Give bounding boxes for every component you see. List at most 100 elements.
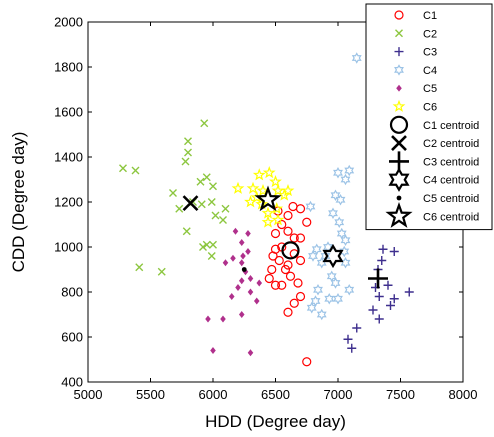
- data-point: [295, 255, 306, 266]
- legend-item: C6 centroid: [385, 202, 479, 228]
- legend-label: C2: [423, 28, 437, 40]
- y-tick-label: 1800: [54, 60, 83, 75]
- x-tick-label: 5500: [136, 387, 165, 402]
- legend-marker: [385, 202, 413, 228]
- data-point: [268, 251, 278, 261]
- data-point: [261, 215, 275, 228]
- legend-label: C2 centroid: [423, 138, 479, 150]
- data-point: [199, 243, 207, 251]
- data-point: [157, 267, 166, 276]
- legend-item: C4: [394, 64, 437, 77]
- data-point: [389, 294, 399, 304]
- data-point: [209, 240, 217, 249]
- data-point: [271, 213, 285, 226]
- legend-marker: [391, 135, 407, 152]
- data-point: [308, 250, 318, 262]
- data-point: [181, 157, 190, 166]
- axes: 5000 5500 6000 6500 7000 7500 8000 400 600 800 100…: [54, 15, 477, 403]
- data-point: [280, 264, 291, 275]
- data-point: [247, 275, 254, 282]
- series-c1: [264, 201, 312, 367]
- centroid-marker: [368, 268, 388, 289]
- legend-label: C3 centroid: [423, 156, 479, 168]
- legend-box: [365, 3, 493, 231]
- data-point: [285, 271, 296, 281]
- legend-item: C2 centroid: [391, 135, 479, 152]
- legend-marker: [394, 64, 404, 76]
- data-point: [131, 166, 140, 175]
- legend-marker: [388, 167, 410, 192]
- x-tick-label: 6000: [199, 387, 228, 402]
- legend-label: C1 centroid: [423, 120, 479, 132]
- x-tick-label: 8000: [449, 387, 478, 402]
- data-point: [383, 280, 393, 290]
- data-point: [274, 255, 284, 266]
- data-point: [135, 263, 144, 272]
- data-point: [277, 219, 287, 230]
- x-tick-label: 7500: [386, 387, 415, 402]
- data-point: [235, 284, 241, 291]
- data-point: [219, 216, 227, 224]
- data-point: [295, 233, 306, 243]
- data-point: [245, 230, 251, 237]
- data-point: [244, 195, 257, 208]
- data-point: [316, 308, 327, 321]
- data-point: [264, 273, 274, 284]
- data-point: [305, 200, 316, 213]
- x-tick-label: 5000: [74, 387, 103, 402]
- data-point: [344, 164, 355, 177]
- data-point: [262, 166, 276, 179]
- series-c6: [231, 166, 295, 228]
- x-axis-title: HDD (Degree day): [205, 412, 346, 431]
- data-point: [340, 234, 351, 246]
- legend-marker: [392, 99, 406, 112]
- series-c1-centroid: [281, 241, 300, 260]
- data-point: [313, 284, 323, 296]
- data-point: [270, 280, 281, 290]
- legend-marker: [396, 195, 402, 201]
- legend-label: C4 centroid: [423, 175, 479, 187]
- legend-label: C5: [423, 83, 437, 95]
- legend-label: C6: [423, 102, 437, 114]
- data-point: [169, 189, 177, 197]
- centroid-marker: [322, 243, 344, 269]
- data-point: [343, 334, 353, 344]
- data-point: [368, 305, 378, 315]
- data-point: [202, 240, 211, 249]
- legend-item: C5 centroid: [396, 193, 479, 205]
- legend-item: C2: [395, 28, 437, 40]
- data-point: [378, 244, 388, 254]
- legend-item: C1: [394, 10, 437, 22]
- data-point: [246, 181, 260, 194]
- centroid-marker: [254, 185, 282, 212]
- data-point: [302, 357, 312, 367]
- data-point: [238, 311, 245, 318]
- data-point: [351, 52, 362, 64]
- data-point: [221, 204, 230, 213]
- data-point: [352, 323, 362, 333]
- data-point: [238, 239, 245, 246]
- data-point: [211, 211, 220, 220]
- y-tick-label: 1600: [54, 105, 83, 120]
- legend-marker: [394, 10, 404, 20]
- data-point: [269, 175, 282, 188]
- data-point: [238, 259, 245, 267]
- legend-label: C4: [423, 65, 437, 77]
- data-point: [184, 137, 192, 146]
- data-point: [267, 264, 277, 275]
- data-point: [209, 182, 217, 191]
- data-point: [344, 284, 355, 296]
- data-point: [184, 148, 192, 157]
- data-point: [340, 257, 351, 269]
- legend-marker: [395, 29, 403, 38]
- data-point: [253, 297, 260, 305]
- series-c5: [205, 227, 263, 357]
- y-tick-label: 400: [61, 375, 83, 390]
- legend-item: C5: [396, 83, 437, 95]
- data-point: [240, 252, 246, 260]
- data-point: [288, 201, 298, 212]
- data-point: [245, 248, 251, 255]
- data-point: [261, 206, 275, 219]
- data-point: [283, 260, 293, 270]
- y-axis-title: CDD (Degree day): [9, 132, 28, 273]
